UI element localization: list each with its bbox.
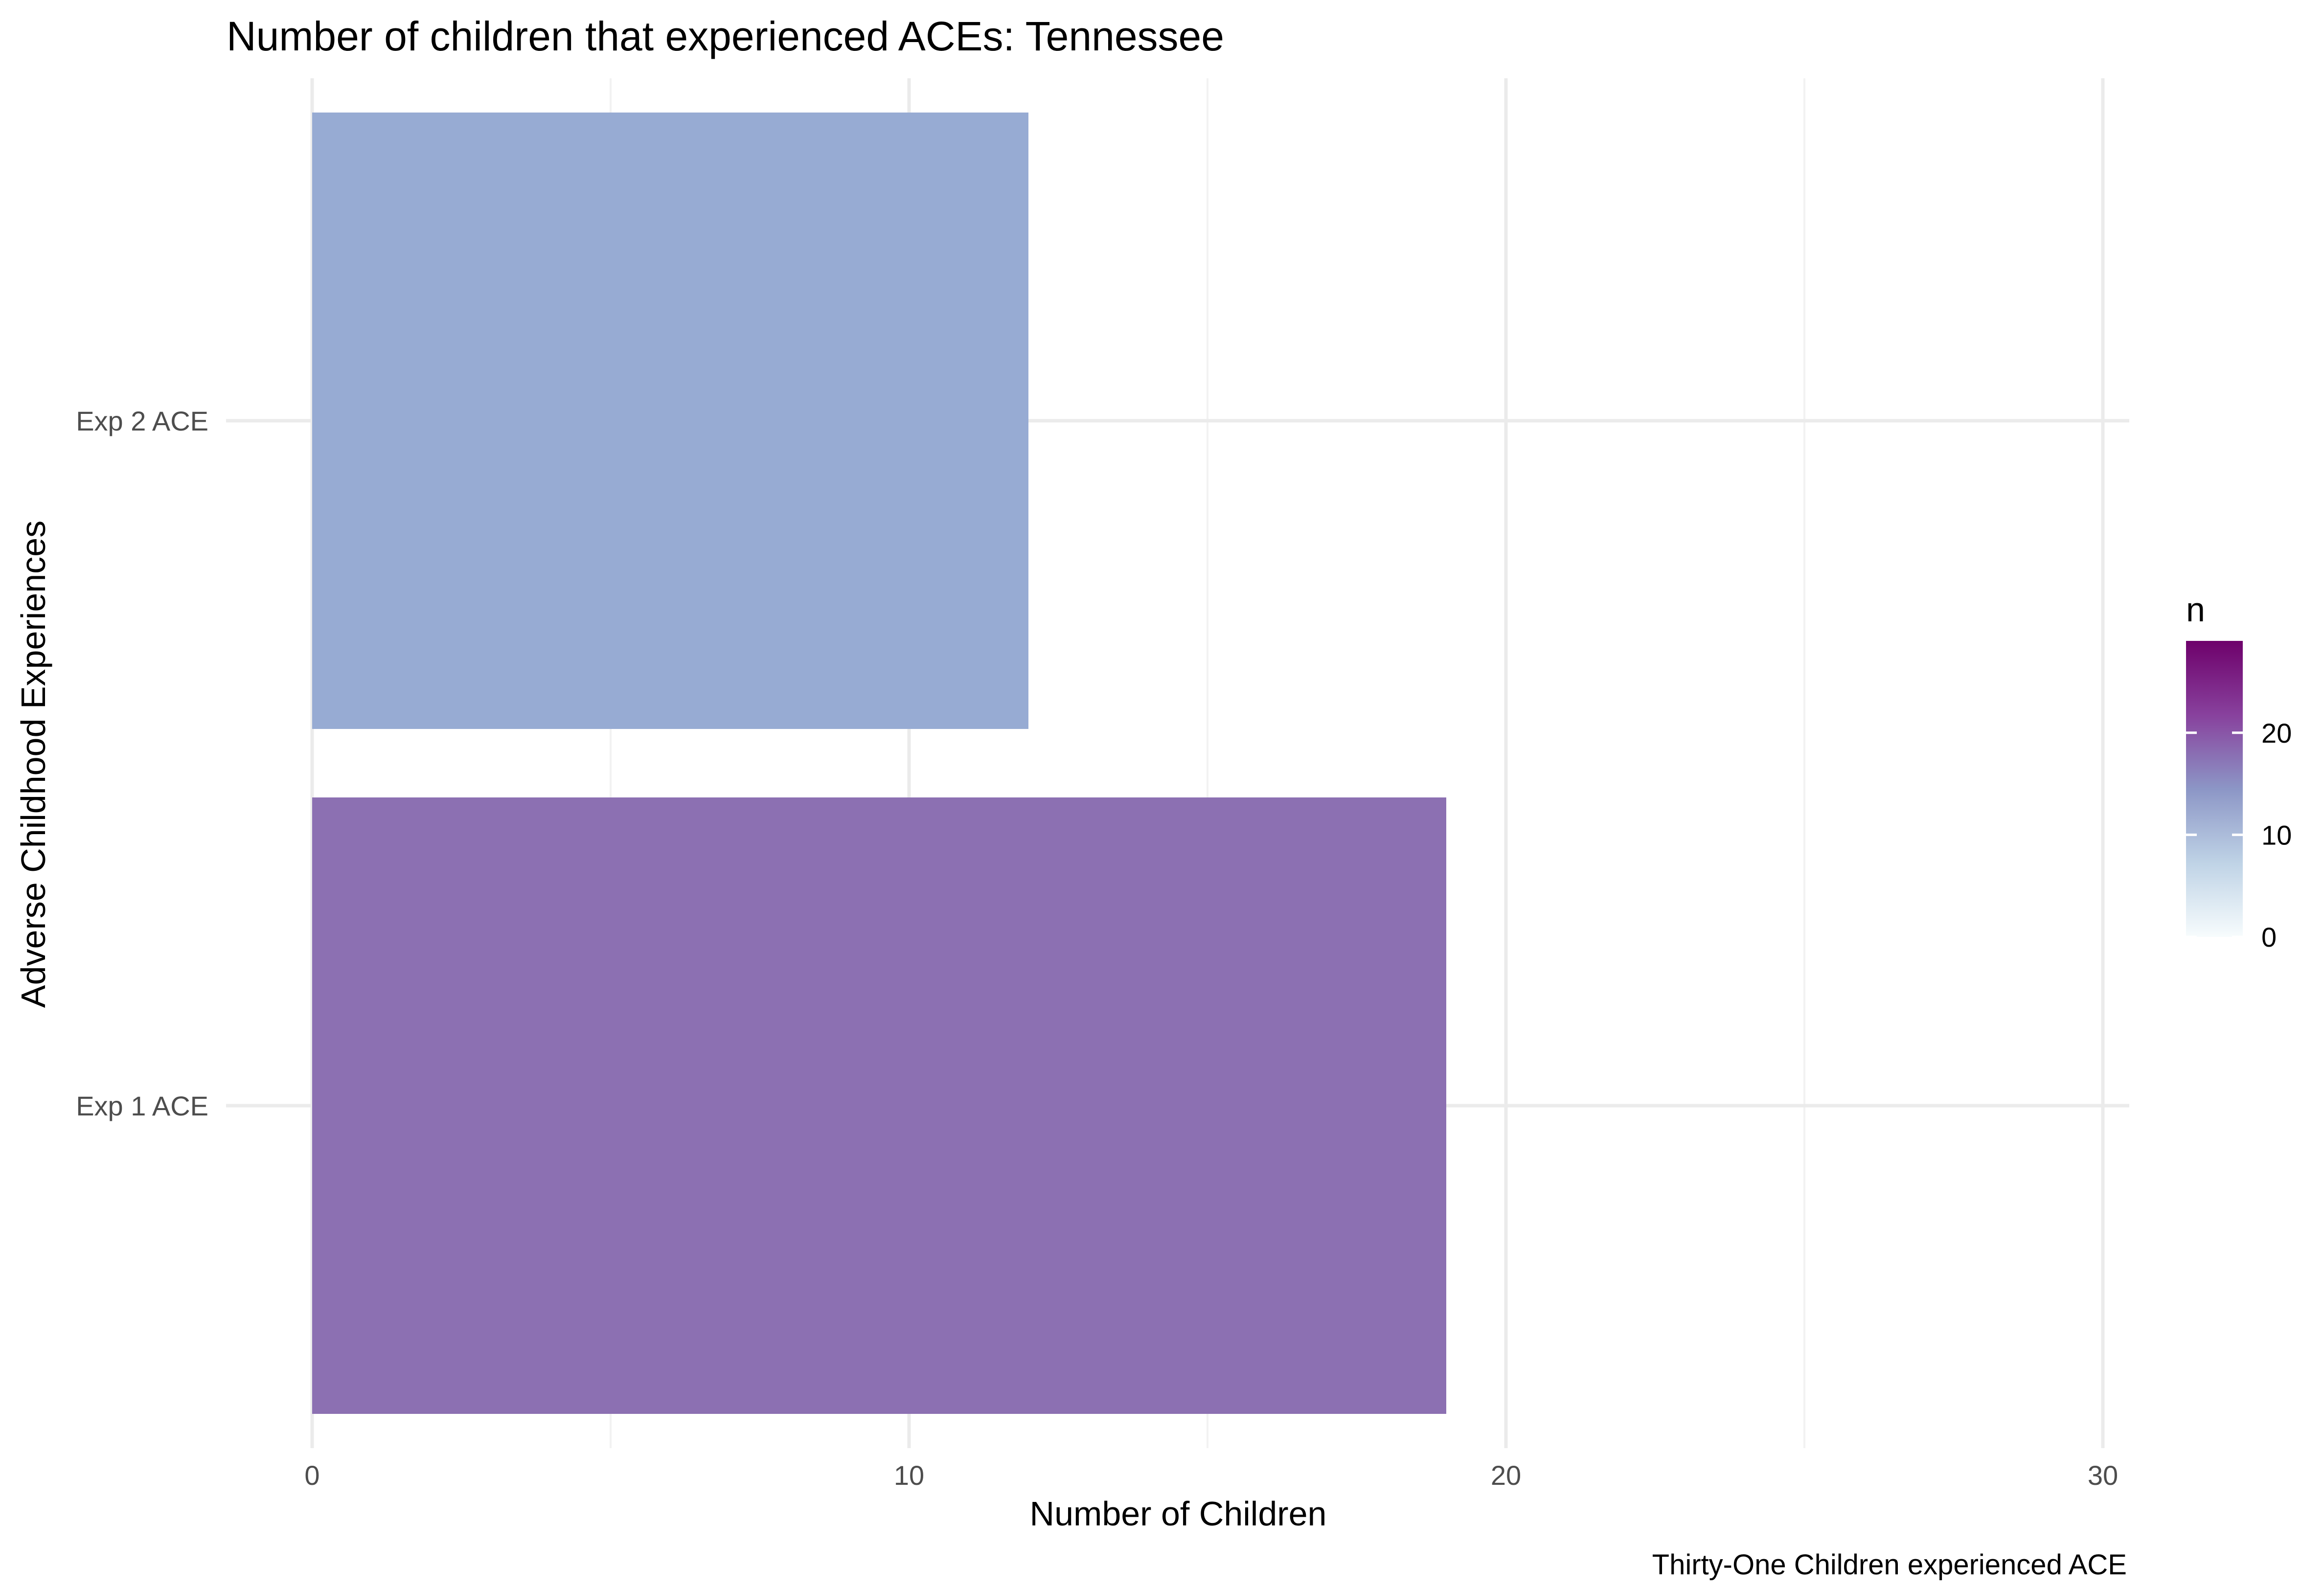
legend: n 0 10 20	[2186, 591, 2292, 953]
x-tick-label-0: 0	[304, 1460, 319, 1491]
legend-title: n	[2186, 591, 2205, 629]
chart-caption: Thirty-One Children experienced ACE	[1652, 1549, 2127, 1581]
x-axis-ticks: 0 10 20 30	[304, 1460, 2118, 1491]
legend-colorbar	[2186, 641, 2243, 937]
x-tick-label-1: 10	[894, 1460, 924, 1491]
legend-tick-label-1: 10	[2261, 819, 2292, 850]
legend-ticks: 0 10 20	[2186, 718, 2292, 953]
y-tick-label-0: Exp 1 ACE	[76, 1090, 208, 1121]
y-axis-ticks: Exp 1 ACE Exp 2 ACE	[76, 406, 208, 1121]
x-axis-title: Number of Children	[1030, 1495, 1327, 1533]
bar-0	[312, 797, 1446, 1414]
x-tick-label-3: 30	[2088, 1460, 2118, 1491]
y-tick-label-1: Exp 2 ACE	[76, 406, 208, 436]
legend-tick-label-0: 0	[2261, 922, 2277, 953]
bars	[312, 113, 1446, 1414]
x-tick-label-2: 20	[1491, 1460, 1521, 1491]
bar-1	[312, 113, 1028, 729]
y-axis-title: Adverse Childhood Experiences	[14, 521, 52, 1008]
chart-title: Number of children that experienced ACEs…	[227, 13, 1224, 59]
legend-tick-label-2: 20	[2261, 718, 2292, 749]
